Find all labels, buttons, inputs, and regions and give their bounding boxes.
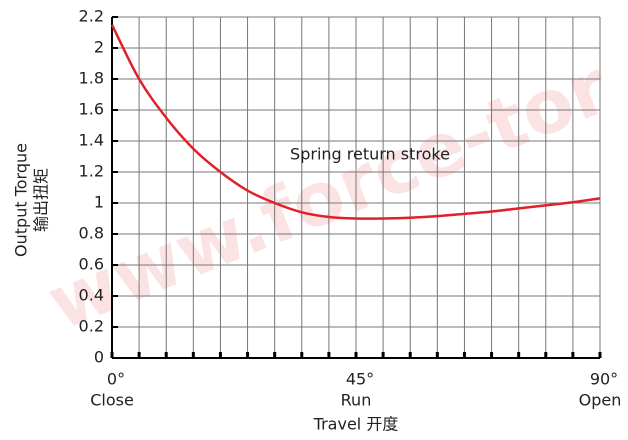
x-axis-label: Travel 开度 <box>313 415 399 434</box>
y-tick-label: 1 <box>94 193 104 212</box>
x-tick-name: Open <box>579 391 622 410</box>
x-tick-label: 0° <box>107 370 125 389</box>
y-tick-label: 0 <box>94 348 104 367</box>
x-tick-name: Run <box>341 391 372 410</box>
annotation: Spring return stroke <box>290 145 450 164</box>
y-tick-label: 1.4 <box>79 131 104 150</box>
y-tick-label: 1.8 <box>79 69 104 88</box>
y-tick-label: 0.8 <box>79 224 104 243</box>
y-axis-label: Output Torque <box>12 143 31 257</box>
y-tick-label: 0.6 <box>79 255 104 274</box>
y-tick-label: 0.4 <box>79 286 104 305</box>
y-tick-label: 2 <box>94 38 104 57</box>
x-tick-label: 90° <box>590 370 618 389</box>
y-tick-label: 1.2 <box>79 162 104 181</box>
y-tick-label: 2.2 <box>79 7 104 26</box>
x-tick-label: 45° <box>346 370 374 389</box>
torque-line <box>110 24 601 220</box>
y-tick-label: 0.2 <box>79 317 104 336</box>
y-tick-label: 1.6 <box>79 100 104 119</box>
y-axis-label: 输出扭矩 <box>32 168 51 232</box>
x-tick-name: Close <box>90 391 134 410</box>
